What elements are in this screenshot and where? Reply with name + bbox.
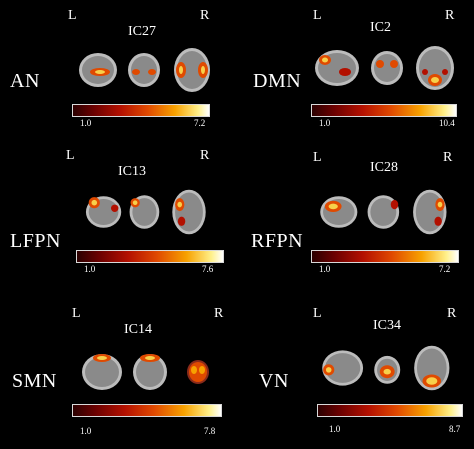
panel-dmn: L IC2 R DMN xyxy=(237,0,474,140)
colorbar-min: 1.0 xyxy=(319,118,331,128)
right-marker: R xyxy=(200,148,210,163)
brain-slices xyxy=(82,354,209,390)
sagittal-slice xyxy=(320,196,358,228)
coronal-slice xyxy=(367,195,400,229)
colorbar-max: 10.4 xyxy=(439,118,455,128)
colorbar-max: 7.6 xyxy=(202,264,214,274)
colorbar-min: 1.0 xyxy=(319,264,331,274)
colorbar xyxy=(76,250,224,263)
left-marker: L xyxy=(313,150,322,165)
colorbar-min: 1.0 xyxy=(80,118,92,128)
network-label: RFPN xyxy=(251,230,304,252)
axial-slice xyxy=(413,189,447,235)
right-marker: R xyxy=(214,306,224,321)
left-marker: L xyxy=(66,148,75,163)
component-label: IC14 xyxy=(124,322,152,337)
axial-slice xyxy=(416,46,454,90)
coronal-slice xyxy=(129,195,160,229)
right-marker: R xyxy=(445,8,455,23)
network-label: VN xyxy=(259,370,289,392)
brain-slices xyxy=(85,189,206,235)
panel-lfpn: L IC13 R LFPN xyxy=(0,146,237,286)
coronal-slice xyxy=(371,51,403,85)
panel-smn: L IC14 R SMN 1.0 xyxy=(0,300,237,440)
brain-slices xyxy=(322,345,450,391)
colorbar xyxy=(311,250,459,263)
left-marker: L xyxy=(72,306,81,321)
coronal-slice xyxy=(128,53,160,87)
network-label: LFPN xyxy=(10,230,61,252)
right-marker: R xyxy=(200,8,210,23)
component-label: IC13 xyxy=(118,164,146,179)
brain-slices xyxy=(79,48,210,92)
network-label: SMN xyxy=(12,370,57,392)
colorbar-min: 1.0 xyxy=(84,264,96,274)
axial-slice xyxy=(414,345,450,391)
colorbar xyxy=(317,404,463,417)
sagittal-slice xyxy=(315,50,359,86)
network-label: DMN xyxy=(253,70,302,92)
left-marker: L xyxy=(313,306,322,321)
component-label: IC28 xyxy=(370,160,398,175)
brain-slices xyxy=(315,46,454,90)
axial-slice xyxy=(174,48,210,92)
coronal-slice xyxy=(374,355,401,384)
network-label: AN xyxy=(10,70,40,92)
colorbar-max: 7.8 xyxy=(204,426,216,436)
axial-slice xyxy=(172,189,206,235)
right-marker: R xyxy=(447,306,457,321)
component-label: IC27 xyxy=(128,24,156,39)
panel-an: L IC27 R AN xyxy=(0,0,237,140)
panel-vn: L IC34 R VN 1.0 xyxy=(237,300,474,440)
colorbar xyxy=(72,104,210,117)
colorbar xyxy=(311,104,457,117)
coronal-slice xyxy=(133,354,167,390)
colorbar xyxy=(72,404,222,417)
right-marker: R xyxy=(443,150,453,165)
sagittal-slice xyxy=(85,196,122,228)
colorbar-max: 7.2 xyxy=(194,118,206,128)
left-marker: L xyxy=(313,8,322,23)
left-marker: L xyxy=(68,8,77,23)
colorbar-max: 7.2 xyxy=(439,264,451,274)
colorbar-min: 1.0 xyxy=(80,426,92,436)
sagittal-slice xyxy=(322,350,364,386)
brain-slices xyxy=(320,189,447,235)
component-label: IC2 xyxy=(370,20,391,35)
sagittal-slice xyxy=(82,354,122,390)
colorbar-max: 8.7 xyxy=(449,424,461,434)
component-label: IC34 xyxy=(373,318,401,333)
axial-slice xyxy=(187,360,209,384)
colorbar-min: 1.0 xyxy=(329,424,341,434)
panel-rfpn: L IC28 R RFPN 1.0 xyxy=(237,146,474,286)
sagittal-slice xyxy=(79,53,117,87)
